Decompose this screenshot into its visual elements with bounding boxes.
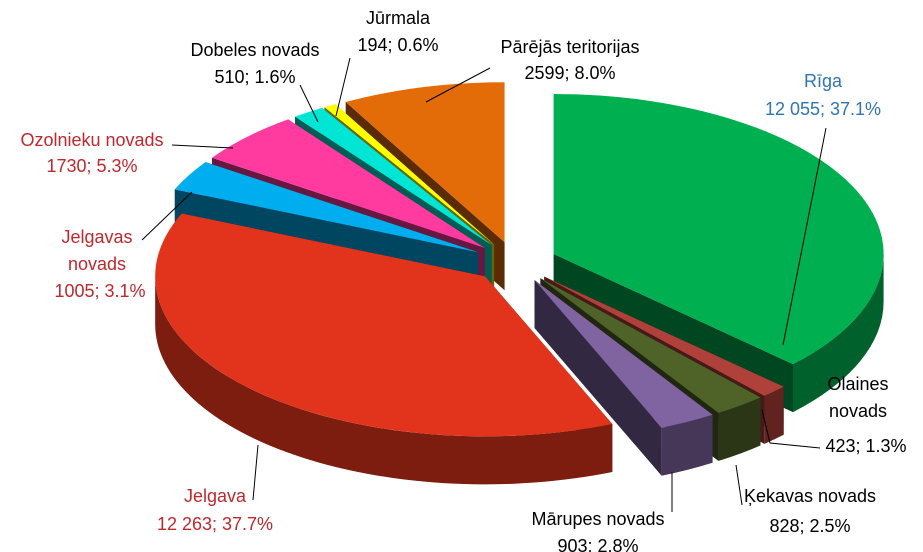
category-label: Jelgava (183, 486, 247, 506)
leader-line (761, 409, 821, 449)
leader-line (425, 67, 491, 103)
value-label: 194; 0.6% (357, 35, 439, 55)
value-label: 510; 1.6% (214, 67, 296, 87)
category-label: Dobeles novads (190, 40, 320, 60)
slice-wall (718, 397, 761, 461)
value-label: 423; 1.3% (825, 436, 907, 456)
category-label: Rīga (803, 71, 843, 91)
leader-line (141, 191, 193, 241)
category-label: Ozolnieku novads (20, 130, 164, 150)
leader-line (782, 127, 827, 346)
slice (324, 104, 495, 245)
slice (534, 280, 713, 428)
category-label: Mārupes novads (531, 509, 665, 529)
leader-line (735, 464, 743, 506)
value-label: 2599; 8.0% (524, 63, 616, 83)
slice (155, 213, 613, 437)
slice (345, 82, 505, 243)
slice-wall (764, 386, 784, 444)
slice-wall (155, 276, 613, 485)
category-label: Pārējās teritorijas (500, 37, 640, 57)
value-label: 903; 2.8% (557, 536, 639, 552)
slice (295, 107, 492, 246)
category-label: Jelgavas novads (61, 227, 133, 274)
value-label: 1730; 5.3% (46, 156, 138, 176)
leader-line (252, 444, 259, 501)
leader-line (171, 144, 234, 149)
category-label: Jūrmala (365, 8, 431, 28)
value-label: 828; 2.5% (769, 516, 851, 536)
value-label: 12 055; 37.1% (764, 99, 882, 119)
slice (211, 119, 485, 248)
leader-line (335, 57, 351, 117)
value-label: 12 263; 37.7% (156, 514, 274, 534)
leader-line (299, 84, 319, 123)
slice-wall (792, 253, 884, 413)
value-label: 1005; 3.1% (54, 281, 146, 301)
slice (540, 278, 761, 413)
category-label: Ķekavas novads (743, 486, 877, 506)
slice-side (534, 280, 662, 476)
category-label: Olaines novads (827, 374, 889, 421)
slice-wall (661, 414, 713, 476)
slice (553, 93, 884, 365)
slice (174, 162, 479, 253)
slice (544, 276, 784, 396)
